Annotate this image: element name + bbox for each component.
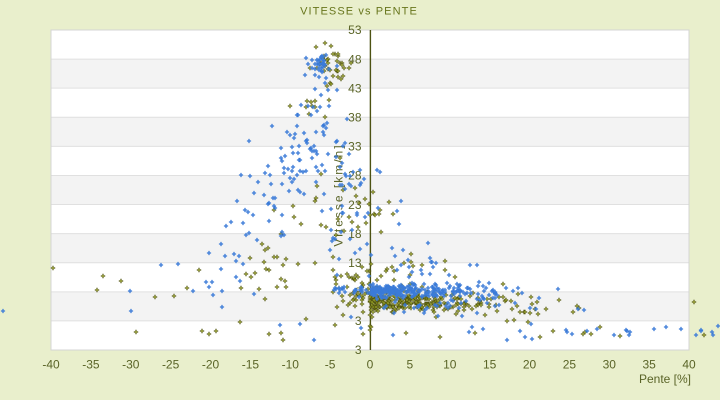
svg-text:-30: -30 [122,358,140,372]
svg-text:-15: -15 [242,358,260,372]
svg-text:10: 10 [443,358,457,372]
svg-text:15: 15 [483,358,497,372]
svg-text:35: 35 [642,358,656,372]
svg-text:30: 30 [603,358,617,372]
svg-text:3: 3 [355,343,362,357]
svg-text:40: 40 [682,358,696,372]
svg-text:53: 53 [348,23,362,37]
svg-text:13: 13 [348,256,362,270]
svg-text:-20: -20 [202,358,220,372]
svg-text:20: 20 [523,358,537,372]
svg-text:33: 33 [348,140,362,154]
svg-text:VITESSE vs PENTE: VITESSE vs PENTE [300,6,418,18]
svg-text:48: 48 [348,52,362,66]
svg-text:-35: -35 [82,358,100,372]
svg-text:23: 23 [348,198,362,212]
svg-text:5: 5 [407,358,414,372]
svg-text:-5: -5 [325,358,336,372]
svg-text:38: 38 [348,110,362,124]
svg-text:Vitesse [km/h]: Vitesse [km/h] [332,143,346,246]
svg-text:3: 3 [355,314,362,328]
svg-text:43: 43 [348,81,362,95]
svg-text:-40: -40 [42,358,60,372]
svg-text:0: 0 [367,358,374,372]
svg-text:25: 25 [563,358,577,372]
svg-text:-10: -10 [282,358,300,372]
svg-text:Pente [%]: Pente [%] [639,372,691,386]
svg-text:-25: -25 [162,358,180,372]
